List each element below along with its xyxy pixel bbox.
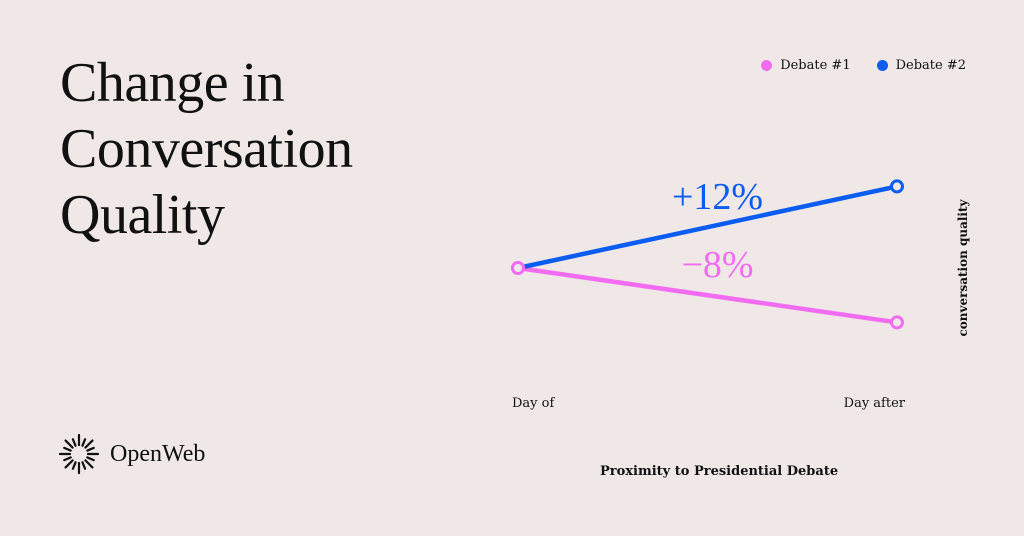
series-line-2	[515, 184, 900, 271]
x-tick-label-1: Day after	[844, 396, 906, 411]
brand-name: OpenWeb	[110, 440, 206, 467]
change-label-series-2: +12%	[672, 176, 763, 218]
openweb-logo: OpenWeb	[58, 433, 205, 475]
data-point-series-1-1	[890, 315, 904, 330]
data-point-series-2-1	[890, 179, 904, 194]
legend-label-debate-2: Debate #2	[895, 58, 966, 73]
change-label-series-1: −8%	[681, 244, 753, 286]
series-line-1	[515, 265, 900, 325]
x-tick-label-0: Day of	[512, 396, 555, 411]
legend-label-debate-1: Debate #1	[780, 58, 851, 73]
legend-marker-debate-2	[876, 60, 888, 71]
data-point-series-2-0	[511, 261, 525, 275]
legend-marker-debate-1	[761, 60, 773, 71]
chart-title: Change in Conversation Quality	[60, 52, 353, 246]
legend: Debate #1 Debate #2	[761, 58, 966, 73]
legend-item-debate-1: Debate #1	[761, 58, 851, 73]
y-axis-title: conversation quality	[956, 199, 970, 337]
openweb-burst-icon	[58, 433, 100, 475]
legend-item-debate-2: Debate #2	[876, 58, 966, 73]
x-axis-title: Proximity to Presidential Debate	[600, 464, 839, 479]
